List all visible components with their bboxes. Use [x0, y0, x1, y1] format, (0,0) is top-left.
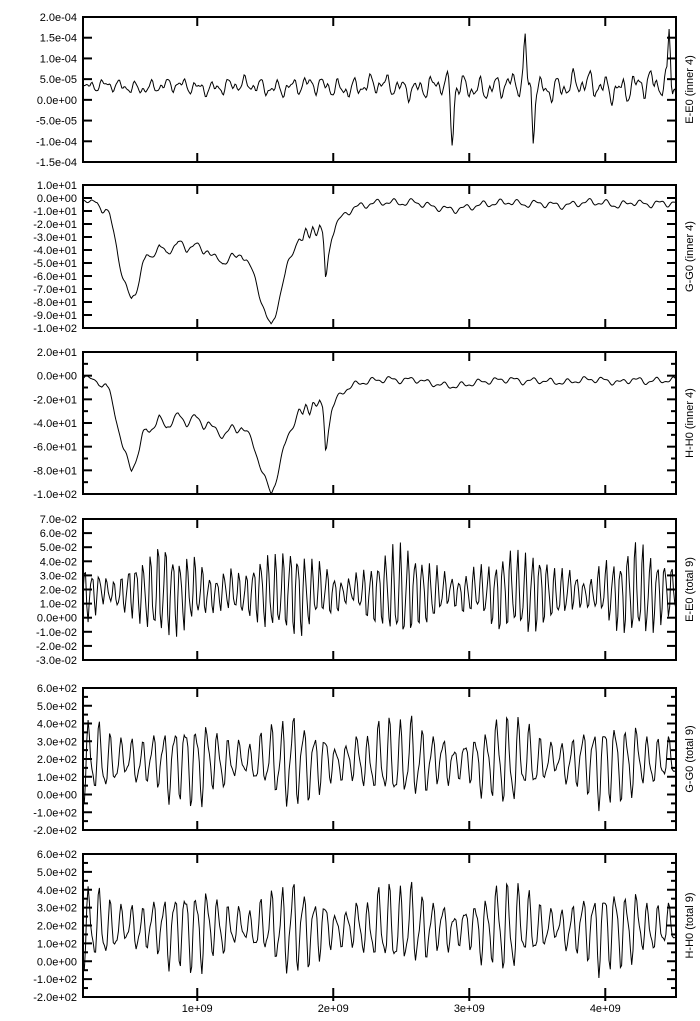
y-tick-label: -1.0e-04 — [36, 136, 77, 148]
y-tick-label: -1.0e+02 — [33, 323, 77, 335]
y-tick-label: 2.0e+02 — [37, 921, 77, 933]
y-tick-label: 6.0e-02 — [40, 528, 77, 540]
series-line-e-e0-inner-4 — [83, 28, 676, 146]
y-tick-label: -4.0e+01 — [33, 245, 77, 257]
y-tick-label: -6.0e+01 — [33, 271, 77, 283]
panel-right-label: G-G0 (inner 4) — [684, 221, 696, 292]
x-tick-label: 3e+09 — [454, 1003, 485, 1015]
y-tick-label: 3.0e-02 — [40, 570, 77, 582]
y-tick-label: -2.0e+02 — [33, 992, 77, 1004]
series-line-g-g0-inner-4 — [83, 197, 676, 325]
y-tick-label: 2.0e+01 — [37, 347, 77, 359]
y-tick-label: -2.0e+02 — [33, 825, 77, 837]
y-tick-label: 5.0e-05 — [40, 74, 77, 86]
y-tick-label: 0.0e+00 — [37, 613, 77, 625]
panel-h-h0-inner-4: 2.0e+01 0.0e+00 -2.0e+01 -4.0e+01 -6.0e+01 -8… — [33, 347, 696, 501]
y-tick-label: 5.0e+02 — [37, 701, 77, 713]
y-tick-label: 1.0e-02 — [40, 599, 77, 611]
y-tick-label: -3.0e-02 — [36, 655, 77, 667]
series-line-h-h0-inner-4 — [83, 375, 676, 494]
panel-right-label: E-E0 (total 9) — [684, 557, 696, 622]
series-line-g-g0-total-9 — [83, 715, 676, 812]
panel-g-g0-inner-4: 1.0e+010.0e+00-1.0e+01-2.0e+01-3.0e+01-4… — [33, 180, 696, 335]
y-tick-label: 2.0e+02 — [37, 754, 77, 766]
y-tick-label: 0.0e+00 — [37, 790, 77, 802]
y-tick-label: 1.0e+02 — [37, 938, 77, 950]
y-tick-label: 1.5e-04 — [40, 33, 77, 45]
y-tick-label: -4.0e+01 — [33, 418, 77, 430]
y-tick-label: -9.0e+01 — [33, 310, 77, 322]
panel-right-label: G-G0 (total 9) — [684, 725, 696, 792]
y-tick-label: 2.0e-02 — [40, 585, 77, 597]
y-tick-label: -5.0e+01 — [33, 258, 77, 270]
plot-border — [82, 853, 677, 998]
y-tick-label: -7.0e+01 — [33, 284, 77, 296]
y-tick-label: -3.0e+01 — [33, 232, 77, 244]
y-tick-label: 3.0e+02 — [37, 903, 77, 915]
y-tick-label: -2.0e-02 — [36, 641, 77, 653]
y-tick-label: 2.0e-04 — [40, 12, 77, 24]
y-tick-label: -2.0e+01 — [33, 219, 77, 231]
panel-right-label: H-H0 (inner 4) — [684, 388, 696, 458]
series-line-h-h0-total-9 — [83, 881, 676, 979]
y-tick-label: -8.0e+01 — [33, 297, 77, 309]
y-tick-label: 4.0e+02 — [37, 719, 77, 731]
y-tick-label: 4.0e+02 — [37, 885, 77, 897]
x-tick-label: 2e+09 — [318, 1003, 349, 1015]
y-tick-label: 7.0e-02 — [40, 514, 77, 526]
panel-right-label: E-E0 (inner 4) — [684, 55, 696, 123]
y-tick-label: 6.0e+02 — [37, 849, 77, 861]
panel-h-h0-total-9: 6.0e+02 5.0e+02 4.0e+02 3.0e+02 2.0e+02 1.0e+… — [33, 849, 696, 1015]
y-tick-label: -2.0e+01 — [33, 394, 77, 406]
plot-border — [82, 351, 677, 495]
panel-e-e0-total-9: 7.0e-02 6.0e-02 5.0e-02 4.0e-02 3.0e-02 2.0e-… — [36, 514, 696, 667]
y-tick-label: -1.0e+02 — [33, 974, 77, 986]
x-tick-label: 1e+09 — [182, 1003, 213, 1015]
y-tick-label: 5.0e-02 — [40, 542, 77, 554]
y-tick-label: 0.0e+00 — [37, 956, 77, 968]
y-tick-label: -1.0e+02 — [33, 807, 77, 819]
y-tick-label: -1.0e+01 — [33, 206, 77, 218]
plot-border — [82, 518, 677, 661]
y-tick-label: 0.0e+00 — [37, 95, 77, 107]
x-tick-label: 4e+09 — [590, 1003, 621, 1015]
y-tick-label: -5.0e-05 — [36, 116, 77, 128]
panel-g-g0-total-9: 6.0e+02 5.0e+02 4.0e+02 3.0e+02 2.0e+02 1.0e+… — [33, 683, 696, 837]
y-tick-label: 0.0e+00 — [37, 371, 77, 383]
y-tick-label: -1.5e-04 — [36, 157, 77, 169]
y-tick-label: 3.0e+02 — [37, 736, 77, 748]
plot-border — [82, 184, 677, 329]
panel-e-e0-inner-4: 2.0e-04 1.5e-04 1.0e-04 5.0e-05 0.0e+00 -5.0e… — [36, 12, 696, 169]
plot-border — [82, 16, 677, 163]
y-tick-label: 1.0e-04 — [40, 53, 77, 65]
panel-right-label: H-H0 (total 9) — [684, 892, 696, 958]
y-tick-label: 0.0e+00 — [37, 193, 77, 205]
y-tick-label: 1.0e+02 — [37, 772, 77, 784]
y-tick-label: -1.0e-02 — [36, 627, 77, 639]
plot-border — [82, 687, 677, 831]
y-tick-label: 6.0e+02 — [37, 683, 77, 695]
series-line-e-e0-total-9 — [83, 542, 676, 637]
y-tick-label: 1.0e+01 — [37, 180, 77, 192]
y-tick-label: -8.0e+01 — [33, 465, 77, 477]
y-tick-label: -6.0e+01 — [33, 442, 77, 454]
y-tick-label: -1.0e+02 — [33, 489, 77, 501]
y-tick-label: 4.0e-02 — [40, 556, 77, 568]
y-tick-label: 5.0e+02 — [37, 867, 77, 879]
